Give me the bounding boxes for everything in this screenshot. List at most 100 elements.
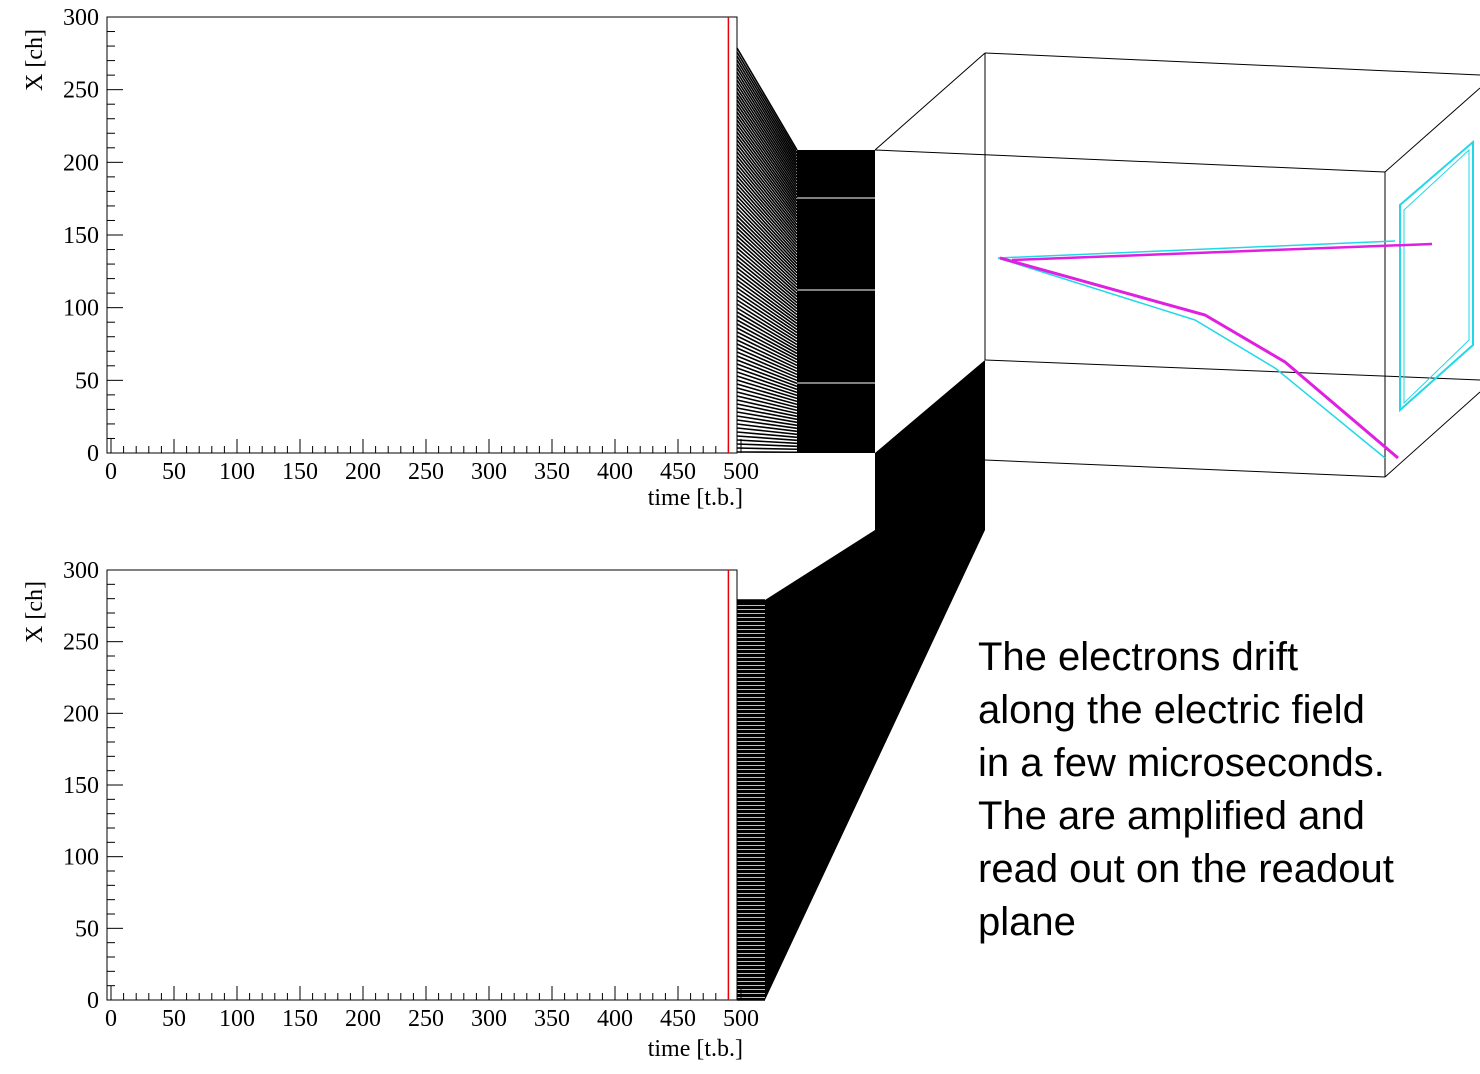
x-tick-label: 100: [219, 1006, 255, 1032]
wire: [736, 287, 798, 331]
wire: [736, 111, 798, 199]
wire: [736, 447, 798, 451]
wire: [736, 115, 798, 202]
y-tick-label: 200: [63, 150, 99, 176]
wire: [736, 195, 798, 262]
y-tick-label: 300: [63, 558, 99, 584]
wire: [736, 223, 798, 283]
annotation-line: The electrons drift: [978, 635, 1298, 679]
wire: [736, 235, 798, 292]
wire: [736, 279, 798, 325]
wire: [736, 247, 798, 301]
x-tick-label: 150: [282, 459, 318, 485]
wire: [736, 123, 798, 208]
wire: [736, 187, 798, 256]
x-tick-label: 200: [345, 1006, 381, 1032]
wire: [736, 79, 798, 175]
wire: [736, 171, 798, 244]
wire: [736, 375, 798, 397]
track-projection: [997, 240, 1396, 259]
y-tick-label: 50: [75, 368, 99, 394]
wire: [736, 399, 798, 415]
track-projection: [997, 257, 1386, 459]
wire: [736, 163, 798, 238]
annotation-line: The are amplified and: [978, 794, 1365, 838]
x-tick-label: 300: [471, 459, 507, 485]
wire: [736, 55, 798, 157]
y-tick-label: 100: [63, 845, 99, 871]
wire: [736, 403, 798, 418]
wire: [736, 151, 798, 229]
wire: [736, 315, 798, 352]
wire: [736, 407, 798, 421]
wire: [736, 335, 798, 367]
wire: [736, 343, 798, 373]
wire: [736, 143, 798, 223]
wire: [736, 383, 798, 403]
readout-plane: [1399, 139, 1474, 413]
wire: [736, 231, 798, 289]
wire: [736, 271, 798, 319]
wire: [736, 103, 798, 193]
wire: [736, 295, 798, 337]
x-tick-label: 400: [597, 459, 633, 485]
x-tick-label: 0: [105, 459, 117, 485]
wire: [736, 99, 798, 190]
x-tick-label: 200: [345, 459, 381, 485]
wire: [736, 303, 798, 343]
wire: [736, 395, 798, 412]
wire: [736, 211, 798, 274]
wire: [736, 87, 798, 181]
wire: [736, 167, 798, 241]
x-tick-label: 50: [162, 1006, 186, 1032]
wire: [736, 135, 798, 217]
wire: [736, 215, 798, 277]
y-tick-label: 150: [63, 223, 99, 249]
x-tick-label: 450: [660, 1006, 696, 1032]
wire: [736, 175, 798, 247]
annotation-line: read out on the readout: [978, 847, 1394, 891]
wire: [736, 319, 798, 355]
y-axis-title: X [ch]: [22, 29, 48, 91]
x-tick-label: 150: [282, 1006, 318, 1032]
wire: [736, 63, 798, 163]
plot-frame: [106, 569, 738, 1001]
detector-box: [874, 52, 1480, 478]
wire: [736, 263, 798, 313]
wire: [736, 275, 798, 322]
y-tick-label: 300: [63, 5, 99, 31]
wire: [736, 415, 798, 427]
wire: [736, 59, 798, 160]
wire: [736, 95, 798, 187]
wire: [736, 191, 798, 259]
y-tick-label: 200: [63, 701, 99, 727]
wire: [736, 75, 798, 172]
wire: [736, 323, 798, 358]
wire: [736, 367, 798, 391]
y-tick-label: 250: [63, 78, 99, 104]
wire: [736, 339, 798, 370]
wire: [736, 427, 798, 436]
wire: [736, 147, 798, 226]
plot-frame: [106, 16, 738, 454]
y-tick-label: 250: [63, 630, 99, 656]
x-tick-label: 500: [723, 1006, 759, 1032]
wire-block: [797, 150, 875, 453]
wire-fan: [737, 530, 985, 1000]
wire: [736, 67, 798, 166]
wire: [736, 347, 798, 376]
wire: [736, 431, 798, 439]
wire: [736, 83, 798, 178]
y-tick-label: 150: [63, 773, 99, 799]
annotation-line: in a few microseconds.: [978, 741, 1385, 785]
wire: [736, 207, 798, 271]
wire: [736, 259, 798, 310]
annotation-line: along the electric field: [978, 688, 1365, 732]
wire: [736, 391, 798, 409]
annotation-line: plane: [978, 900, 1076, 944]
x-tick-label: 350: [534, 1006, 570, 1032]
wire: [736, 127, 798, 211]
wire: [736, 199, 798, 265]
x-tick-label: 250: [408, 1006, 444, 1032]
